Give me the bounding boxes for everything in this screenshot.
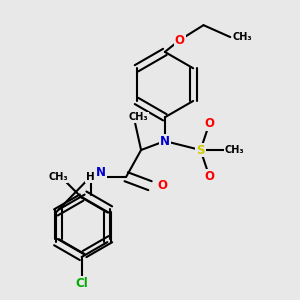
Text: N: N [96,166,106,179]
Text: O: O [175,34,185,46]
Text: Cl: Cl [75,277,88,290]
Text: O: O [204,117,214,130]
Text: CH₃: CH₃ [225,145,244,155]
Text: N: N [160,135,170,148]
Text: O: O [157,179,167,192]
Text: H: H [86,172,95,182]
Text: O: O [204,170,214,183]
Text: CH₃: CH₃ [48,172,68,182]
Text: S: S [196,143,205,157]
Text: CH₃: CH₃ [128,112,148,122]
Text: CH₃: CH₃ [232,32,252,42]
